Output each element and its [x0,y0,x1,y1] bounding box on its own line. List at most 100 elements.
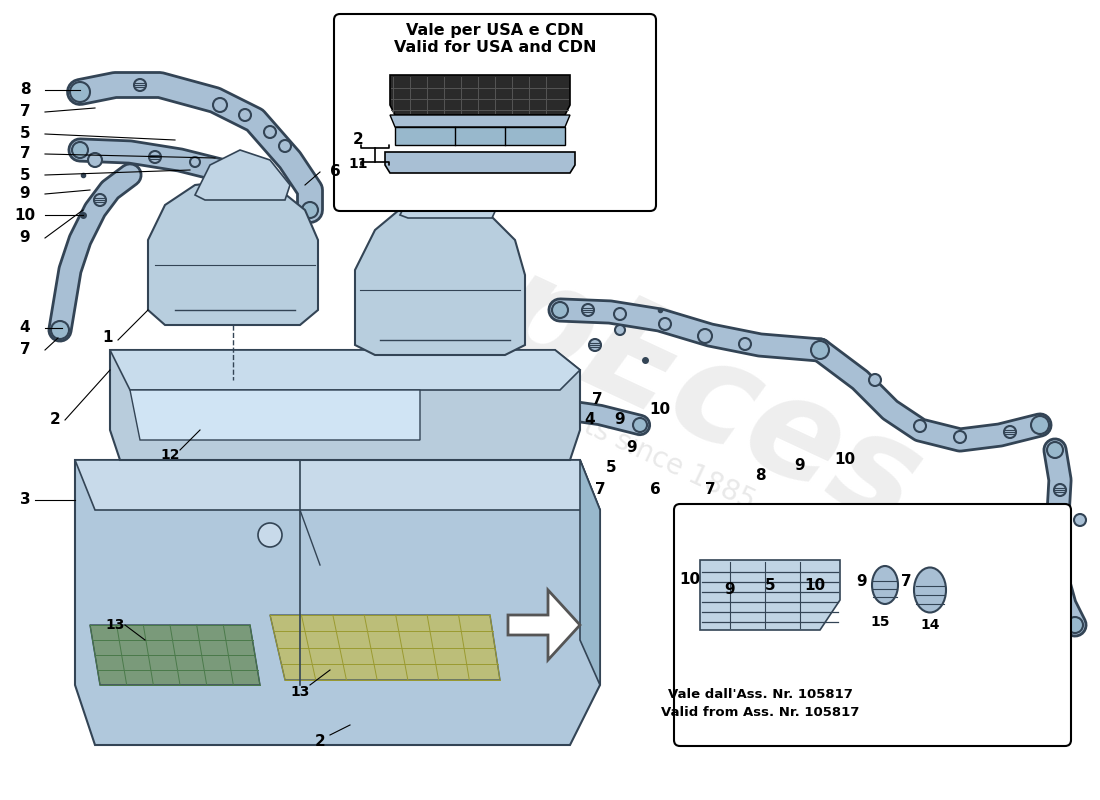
Circle shape [552,302,568,318]
Circle shape [264,126,276,138]
Polygon shape [75,460,600,510]
Circle shape [1004,426,1016,438]
Text: 12: 12 [161,448,179,462]
Text: 9: 9 [794,458,805,473]
Circle shape [72,142,88,158]
Circle shape [869,374,881,386]
Text: 7: 7 [595,482,605,498]
Polygon shape [110,350,580,460]
Polygon shape [508,590,580,660]
Polygon shape [90,625,260,685]
Text: 7: 7 [592,393,603,407]
Text: 9: 9 [627,441,637,455]
Text: 5: 5 [606,459,616,474]
Polygon shape [400,172,498,218]
Text: 15: 15 [870,615,890,629]
Circle shape [239,109,251,121]
Polygon shape [390,75,570,115]
Circle shape [698,329,712,343]
Text: 5: 5 [764,578,776,593]
Polygon shape [700,560,840,630]
Text: autoparts since 1885: autoparts since 1885 [481,365,759,515]
Circle shape [279,140,292,152]
Text: 1: 1 [102,330,113,346]
Text: 13: 13 [106,618,124,632]
Polygon shape [580,460,600,685]
Circle shape [588,339,601,351]
Circle shape [1054,484,1066,496]
Ellipse shape [872,566,898,604]
Text: 9: 9 [615,413,625,427]
Circle shape [1052,509,1064,521]
Circle shape [213,98,227,112]
Text: 7: 7 [20,146,31,162]
Text: 10: 10 [835,453,856,467]
Polygon shape [270,615,500,680]
Circle shape [302,202,318,218]
Circle shape [582,304,594,316]
Polygon shape [130,390,420,440]
Polygon shape [148,180,318,325]
Polygon shape [195,150,290,200]
FancyBboxPatch shape [674,504,1071,746]
Text: 8: 8 [755,467,766,482]
Text: 5: 5 [20,167,31,182]
Circle shape [94,194,106,206]
Polygon shape [110,350,580,390]
Polygon shape [395,127,565,145]
Text: 9: 9 [20,186,31,202]
FancyBboxPatch shape [334,14,656,211]
Text: 7: 7 [20,342,31,358]
Circle shape [1067,617,1084,633]
Circle shape [258,523,282,547]
Text: spEces: spEces [398,206,942,554]
Text: 10: 10 [14,207,35,222]
Text: 6: 6 [330,165,340,179]
Text: 2: 2 [50,413,60,427]
Text: 6: 6 [650,482,660,498]
Ellipse shape [914,567,946,613]
Text: 2: 2 [315,734,326,750]
Circle shape [134,79,146,91]
Text: Vale dall'Ass. Nr. 105817: Vale dall'Ass. Nr. 105817 [668,689,852,702]
Text: 5: 5 [20,126,31,142]
Circle shape [88,153,102,167]
Text: 13: 13 [290,685,310,699]
Text: Valid from Ass. Nr. 105817: Valid from Ass. Nr. 105817 [661,706,859,718]
Text: 11: 11 [349,157,367,171]
Text: 10: 10 [804,578,826,593]
Circle shape [258,179,271,191]
Circle shape [615,325,625,335]
Circle shape [659,318,671,330]
Circle shape [739,338,751,350]
Circle shape [148,151,161,163]
Text: 9: 9 [20,230,31,246]
Text: 3: 3 [20,493,31,507]
Text: Valid for USA and CDN: Valid for USA and CDN [394,41,596,55]
Polygon shape [390,115,570,127]
Circle shape [614,308,626,320]
Text: 7: 7 [901,574,911,590]
Text: 9: 9 [857,574,867,590]
Text: 8: 8 [20,82,31,98]
Text: 4: 4 [585,413,595,427]
Circle shape [70,82,90,102]
Text: 7: 7 [20,105,31,119]
Circle shape [1074,514,1086,526]
Circle shape [190,157,200,167]
Circle shape [1047,442,1063,458]
Circle shape [914,420,926,432]
Polygon shape [75,460,600,745]
Circle shape [632,418,647,432]
Text: 14: 14 [921,618,939,632]
Text: Vale per USA e CDN: Vale per USA e CDN [406,22,584,38]
Text: 4: 4 [20,321,31,335]
Circle shape [51,321,69,339]
Polygon shape [355,200,525,355]
Text: 2: 2 [353,133,363,147]
Circle shape [1031,416,1049,434]
Text: 10: 10 [649,402,671,418]
Circle shape [811,341,829,359]
Text: 7: 7 [705,482,715,498]
Text: 9: 9 [725,582,735,598]
